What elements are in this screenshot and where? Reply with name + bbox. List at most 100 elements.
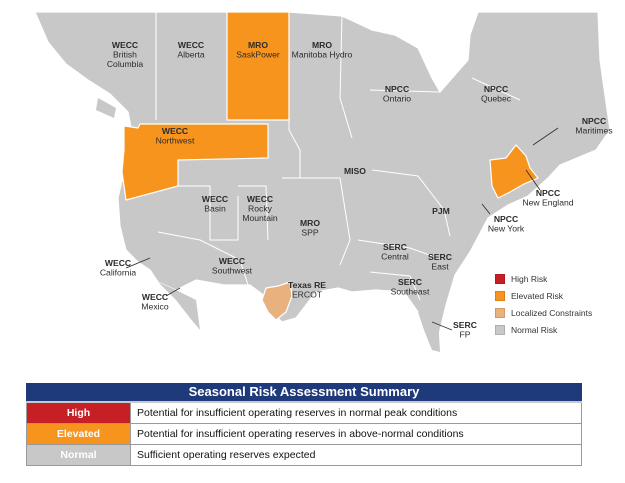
region-shape-texas (261, 281, 293, 321)
island-shape (96, 98, 116, 118)
region-label-line: Manitoba Hydro (292, 50, 353, 60)
region-label-serc-c: SERC Central (381, 242, 409, 262)
region-label-line: New York (488, 224, 525, 234)
region-label-line: NPCC (536, 188, 560, 198)
summary-row-elevated: Elevated Potential for insufficient oper… (26, 424, 582, 445)
region-label-wecc-nw: WECC Northwest (156, 126, 195, 146)
region-label-wecc-bc: WECC British Columbia (107, 40, 144, 69)
region-label-line: WECC (178, 40, 204, 50)
legend-item-localized: Localized Constraints (495, 304, 620, 321)
region-label-line: NPCC (494, 214, 518, 224)
region-label-npcc-ny: NPCC New York (488, 214, 525, 234)
legend-swatch-elevated (495, 290, 505, 301)
region-label-texas: Texas RE ERCOT (288, 280, 326, 300)
region-label-line: SPP (301, 228, 318, 238)
region-label-mro-sask: MRO SaskPower (236, 40, 280, 60)
region-label-line: FP (460, 330, 471, 340)
region-label-miso: MISO (344, 166, 366, 176)
region-label-line: MRO (248, 40, 268, 50)
region-label-line: MISO (344, 166, 366, 176)
region-label-line: Ontario (383, 94, 411, 104)
region-label-line: Southwest (212, 266, 253, 276)
region-label-line: SaskPower (236, 50, 280, 60)
level-cell-elevated: Elevated (27, 424, 130, 444)
region-label-line: Southeast (391, 287, 430, 297)
region-label-line: MRO (300, 218, 320, 228)
region-shape-mro-sask (226, 11, 290, 121)
region-label-line: Northwest (156, 136, 195, 146)
level-cell-high: High (27, 403, 130, 423)
region-label-line: WECC (142, 292, 168, 302)
region-label-mro-spp: MRO SPP (300, 218, 320, 238)
region-label-line: East (431, 262, 449, 272)
florida-shape (418, 312, 440, 352)
region-label-npcc-ne: NPCC New England (522, 188, 573, 208)
region-label-mro-mb: MRO Manitoba Hydro (292, 40, 353, 60)
region-label-line: WECC (219, 256, 245, 266)
legend-swatch-localized (495, 307, 505, 318)
region-label-serc-fp: SERC FP (453, 320, 477, 340)
region-label-line: Mexico (141, 302, 168, 312)
summary-row-high: High Potential for insufficient operatin… (26, 403, 582, 424)
region-label-npcc-mar: NPCC Maritimes (575, 116, 612, 136)
legend-label-normal: Normal Risk (511, 324, 558, 335)
region-label-line: SERC (383, 242, 407, 252)
legend-label-elevated: Elevated Risk (511, 290, 563, 301)
region-label-wecc-mx: WECC Mexico (141, 292, 168, 312)
legend-swatch-high (495, 273, 505, 284)
region-label-line: NPCC (385, 84, 409, 94)
region-label-line: SERC (398, 277, 422, 287)
region-label-line: WECC (247, 194, 273, 204)
region-label-serc-se: SERC Southeast (391, 277, 430, 297)
region-label-wecc-sw: WECC Southwest (212, 256, 253, 276)
region-shape-npcc-ne (489, 144, 539, 199)
region-label-line: Columbia (107, 59, 144, 69)
legend-item-high: High Risk (495, 270, 620, 287)
level-cell-normal: Normal (27, 445, 130, 465)
desc-cell-normal: Sufficient operating reserves expected (130, 445, 581, 465)
region-label-line: Rocky (248, 204, 273, 214)
map-legend: High Risk Elevated Risk Localized Constr… (495, 270, 620, 338)
region-label-line: SERC (428, 252, 452, 262)
region-label-line: California (100, 268, 137, 278)
legend-label-localized: Localized Constraints (511, 307, 593, 318)
legend-swatch-normal (495, 324, 505, 335)
region-label-line: WECC (202, 194, 228, 204)
region-label-pjm: PJM (432, 206, 450, 216)
region-label-npcc-qc: NPCC Quebec (481, 84, 512, 104)
region-label-line: Quebec (481, 94, 512, 104)
region-label-line: Texas RE (288, 280, 326, 290)
region-label-line: SERC (453, 320, 477, 330)
desc-cell-elevated: Potential for insufficient operating res… (130, 424, 581, 444)
desc-cell-high: Potential for insufficient operating res… (130, 403, 581, 423)
legend-item-elevated: Elevated Risk (495, 287, 620, 304)
region-label-line: MRO (312, 40, 332, 50)
region-label-line: WECC (162, 126, 188, 136)
region-label-line: Mountain (242, 213, 278, 223)
region-label-line: NPCC (484, 84, 508, 94)
region-label-line: Alberta (177, 50, 204, 60)
region-label-line: Basin (204, 204, 226, 214)
baja-shape (158, 282, 200, 330)
region-label-line: Maritimes (575, 126, 612, 136)
region-label-line: Central (381, 252, 409, 262)
summary-title: Seasonal Risk Assessment Summary (26, 383, 582, 403)
region-label-line: New England (522, 198, 573, 208)
region-shape-wecc-nw (121, 123, 269, 201)
summary-row-normal: Normal Sufficient operating reserves exp… (26, 445, 582, 466)
region-label-wecc-basin: WECC Basin (202, 194, 228, 214)
region-label-line: British (113, 50, 137, 60)
risk-summary-table: Seasonal Risk Assessment Summary High Po… (26, 383, 582, 466)
region-label-wecc-rm: WECC Rocky Mountain (242, 194, 278, 223)
legend-item-normal: Normal Risk (495, 321, 620, 338)
region-label-wecc-ab: WECC Alberta (177, 40, 204, 60)
region-label-wecc-ca: WECC California (100, 258, 137, 278)
legend-label-high: High Risk (511, 273, 548, 284)
region-label-line: PJM (432, 206, 450, 216)
region-label-line: WECC (112, 40, 138, 50)
region-label-npcc-on: NPCC Ontario (383, 84, 411, 104)
region-label-serc-e: SERC East (428, 252, 452, 272)
region-label-line: NPCC (582, 116, 606, 126)
region-label-line: WECC (105, 258, 131, 268)
